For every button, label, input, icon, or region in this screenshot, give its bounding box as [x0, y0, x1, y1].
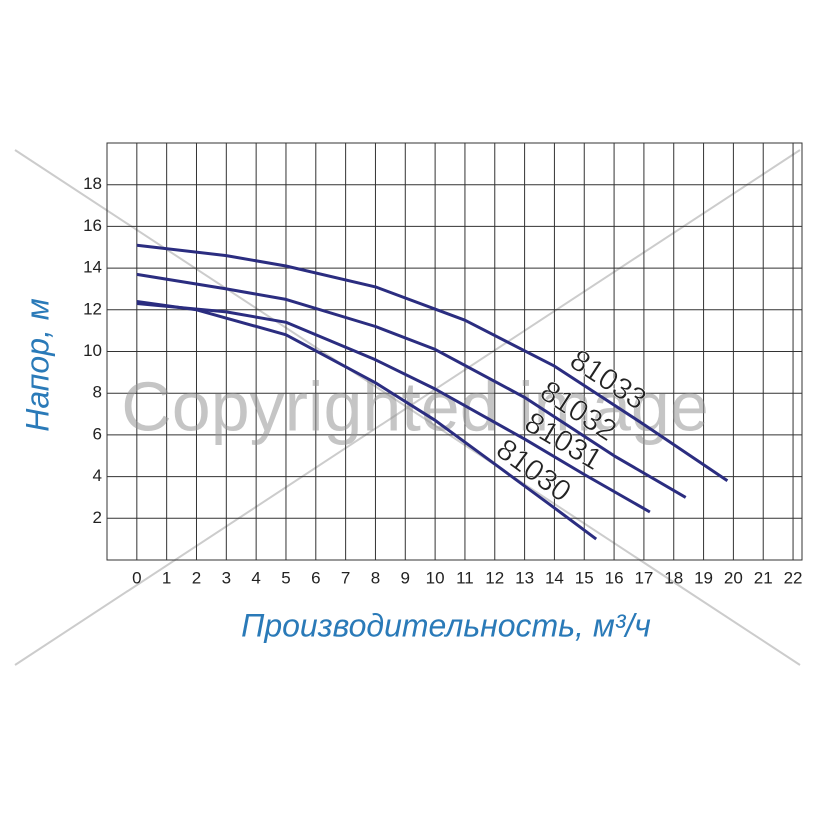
x-tick-label: 9 — [401, 568, 410, 587]
x-tick-label: 11 — [456, 568, 474, 587]
watermark-line — [14, 149, 801, 666]
x-tick-label: 4 — [251, 568, 260, 587]
curve — [136, 302, 651, 514]
y-tick-label: 2 — [93, 508, 102, 527]
x-tick-label: 15 — [575, 568, 594, 587]
x-tick-label: 19 — [694, 568, 713, 587]
y-tick-label: 12 — [83, 299, 102, 318]
x-tick-label: 14 — [545, 568, 564, 587]
curve — [136, 243, 729, 483]
x-tick-label: 10 — [426, 568, 445, 587]
y-axis-label: Напор, м — [19, 298, 55, 432]
x-tick-label: 18 — [664, 568, 683, 587]
x-tick-label: 8 — [371, 568, 380, 587]
y-tick-label: 18 — [83, 174, 102, 193]
y-tick-label: 4 — [93, 466, 102, 485]
x-tick-label: 6 — [311, 568, 320, 587]
x-tick-label: 21 — [754, 568, 773, 587]
x-tick-label: 16 — [605, 568, 624, 587]
y-tick-label: 16 — [83, 216, 102, 235]
x-tick-label: 1 — [162, 568, 171, 587]
curve — [136, 272, 687, 499]
y-tick-label: 8 — [93, 383, 102, 402]
y-tick-label: 10 — [83, 341, 102, 360]
x-tick-label: 5 — [281, 568, 290, 587]
x-tick-label: 22 — [784, 568, 803, 587]
x-axis-label: Производительность, м³/ч — [241, 607, 651, 643]
x-tick-label: 2 — [192, 568, 201, 587]
x-tick-label: 0 — [132, 568, 141, 587]
y-tick-label: 14 — [83, 258, 102, 277]
x-tick-label: 13 — [515, 568, 534, 587]
x-tick-label: 3 — [222, 568, 231, 587]
curve — [136, 300, 598, 541]
y-tick-label: 6 — [93, 424, 102, 443]
x-tick-label: 7 — [341, 568, 350, 587]
x-tick-label: 12 — [485, 568, 504, 587]
x-tick-label: 20 — [724, 568, 743, 587]
x-tick-label: 17 — [634, 568, 653, 587]
